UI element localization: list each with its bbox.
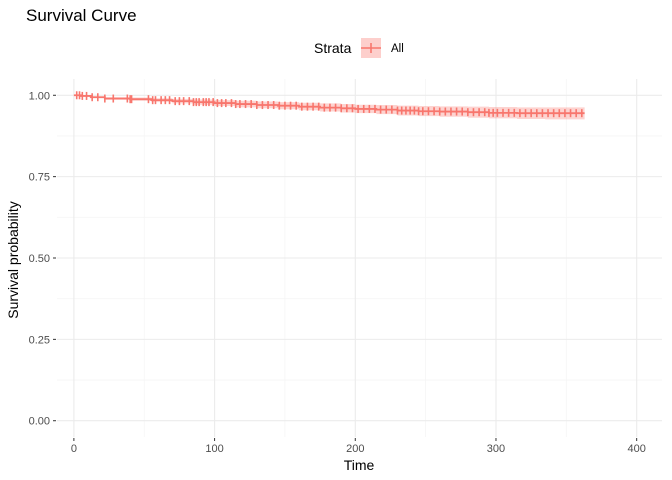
x-tick-label: 100	[205, 443, 223, 455]
y-axis-ticks: 0.00 0.25 0.50 0.75 1.00	[29, 90, 56, 428]
y-tick-label: 0.25	[29, 334, 50, 346]
x-tick-label: 400	[627, 443, 645, 455]
x-tick-label: 300	[487, 443, 505, 455]
legend-label-all: All	[391, 43, 404, 55]
y-tick-label: 1.00	[29, 90, 50, 102]
x-axis-ticks: 0 100 200 300 400	[71, 438, 646, 455]
y-axis-title: Survival probability	[5, 201, 21, 319]
y-tick-label: 0.00	[29, 416, 50, 428]
censor-marks	[75, 91, 583, 118]
y-tick-label: 0.75	[29, 172, 50, 184]
y-tick-label: 0.50	[29, 253, 50, 265]
grid-major	[57, 79, 662, 437]
x-axis-title: Time	[344, 457, 375, 473]
legend: Strata All	[314, 38, 404, 58]
x-tick-label: 200	[346, 443, 364, 455]
chart-title: Survival Curve	[26, 6, 137, 25]
legend-title: Strata	[314, 40, 352, 56]
x-tick-label: 0	[71, 443, 77, 455]
